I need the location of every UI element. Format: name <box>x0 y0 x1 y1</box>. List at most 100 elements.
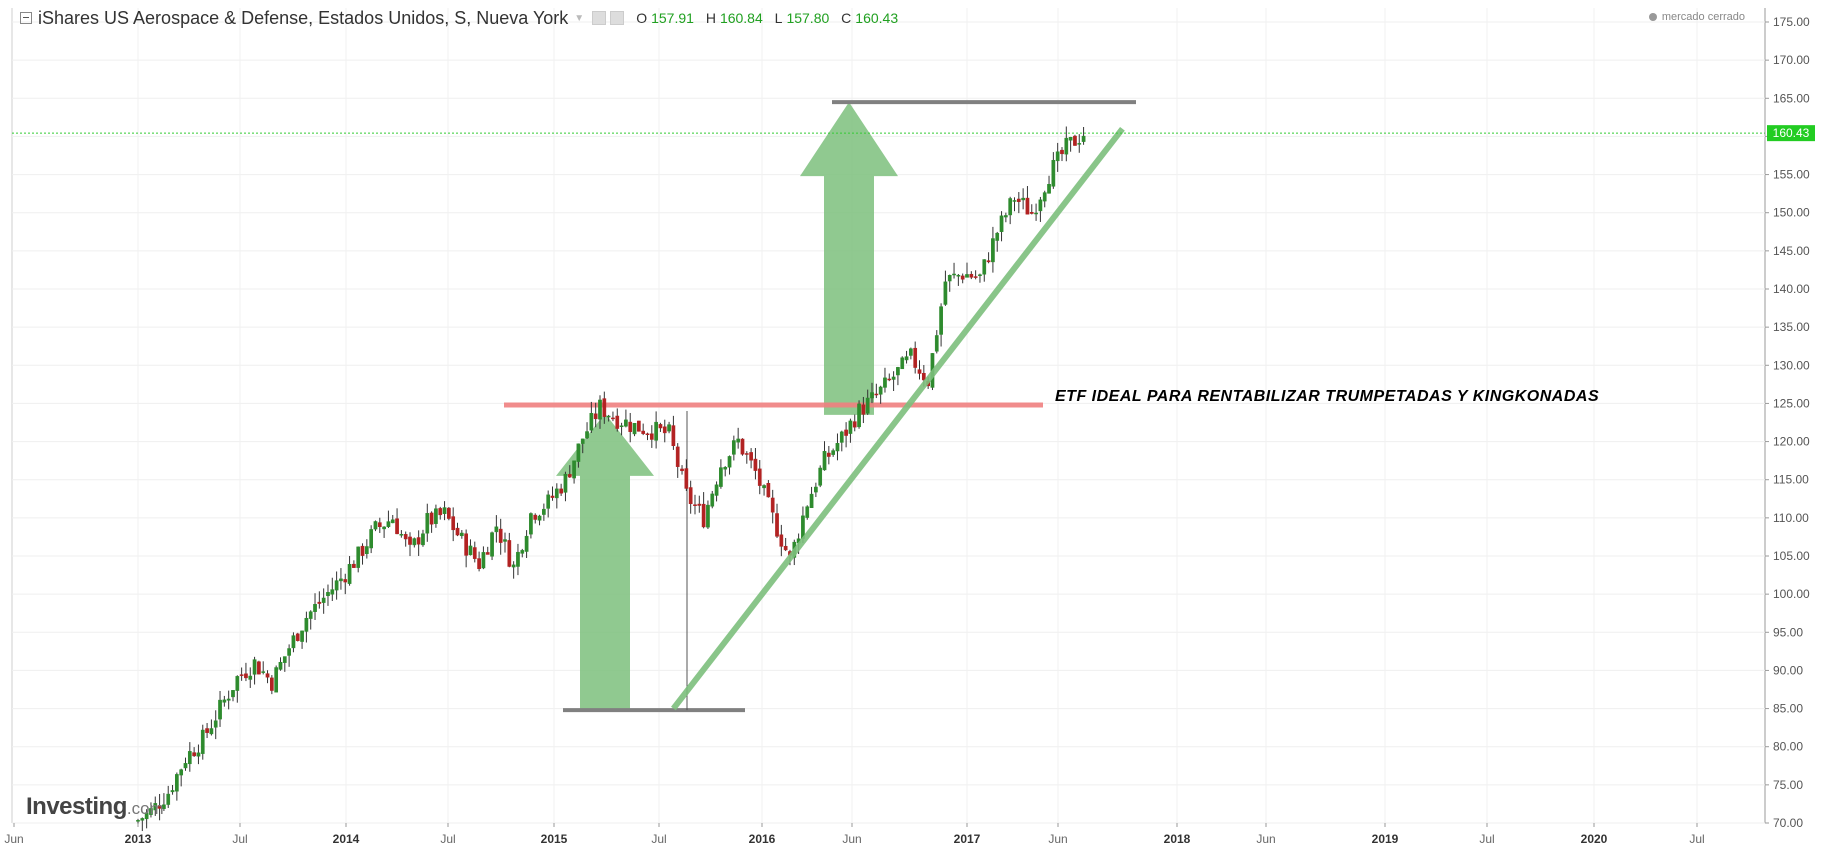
candle-body <box>498 528 503 543</box>
candle-body <box>1081 135 1086 142</box>
candle-body <box>701 503 706 528</box>
ohlc-low-value: 157.80 <box>786 10 830 26</box>
candle-body <box>438 508 443 516</box>
candle-body <box>179 769 184 776</box>
y-tick-label: 105.00 <box>1773 549 1810 563</box>
candle-body <box>658 424 663 429</box>
x-tick-label: 2019 <box>1372 832 1399 846</box>
x-tick-label: 2017 <box>954 832 981 846</box>
candle-body <box>507 540 512 567</box>
candle-body <box>740 438 745 455</box>
candle-body <box>706 504 710 528</box>
candle-body <box>386 521 391 527</box>
candle-body <box>844 429 848 436</box>
up-arrow-right <box>800 102 898 415</box>
ohlc-high-label: H <box>705 10 716 26</box>
candle-body <box>1042 192 1047 202</box>
settings-icon[interactable] <box>592 11 607 25</box>
candle-body <box>274 667 279 693</box>
x-tick-label: 2013 <box>125 832 152 846</box>
candle-body <box>654 421 658 441</box>
candle-body <box>826 452 831 457</box>
close-icon[interactable] <box>610 11 625 25</box>
candle-body <box>282 656 287 663</box>
candle-body <box>1051 159 1056 187</box>
candle-body <box>269 677 274 691</box>
candle-body <box>744 453 749 455</box>
candle-body <box>567 474 572 478</box>
x-tick-label: Jul <box>1479 832 1494 846</box>
ohlc-open-label: O <box>636 10 648 26</box>
candle-body <box>559 488 563 494</box>
candle-body <box>649 433 654 440</box>
candle-body <box>257 661 261 675</box>
candle-body <box>421 533 425 546</box>
candle-body <box>287 648 291 656</box>
candle-body <box>490 532 494 557</box>
y-tick-label: 100.00 <box>1773 587 1810 601</box>
candle-body <box>464 533 468 556</box>
candle-body <box>1064 137 1069 155</box>
candle-body <box>395 518 399 535</box>
x-tick-label: Jul <box>651 832 666 846</box>
candle-body <box>364 546 369 554</box>
candle-body <box>170 790 175 793</box>
collapse-icon[interactable] <box>20 12 32 24</box>
y-tick-label: 125.00 <box>1773 396 1810 410</box>
candle-body <box>213 720 218 728</box>
candle-body <box>200 729 205 754</box>
candle-body <box>757 468 762 486</box>
candle-body <box>222 699 227 703</box>
candle-body <box>662 426 667 434</box>
candle-body <box>611 417 615 420</box>
candle-body <box>697 503 702 506</box>
candle-body <box>291 635 296 649</box>
candle-body <box>356 546 361 568</box>
x-tick-label: 2014 <box>333 832 360 846</box>
candle-body <box>615 415 620 429</box>
candle-body <box>973 276 978 278</box>
candle-body <box>399 534 404 536</box>
candle-body <box>334 580 339 591</box>
candle-body <box>913 347 918 368</box>
candle-body <box>339 578 343 582</box>
candle-body <box>887 378 892 381</box>
candle-body <box>852 421 857 428</box>
x-tick-label: Jul <box>1689 832 1704 846</box>
up-arrow-left <box>556 413 654 711</box>
candle-body <box>516 551 520 567</box>
candle-body <box>878 386 883 395</box>
candle-body <box>300 630 304 642</box>
ohlc-open-value: 157.91 <box>651 10 694 26</box>
x-tick-label: Jun <box>4 832 23 846</box>
y-tick-label: 165.00 <box>1773 91 1810 105</box>
candle-body <box>1008 198 1013 216</box>
candle-body <box>891 376 896 380</box>
candle-body <box>187 751 192 765</box>
candle-body <box>472 547 477 559</box>
candle-body <box>947 275 952 282</box>
candle-body <box>1060 149 1064 155</box>
x-tick-label: 2018 <box>1164 832 1191 846</box>
candle-body <box>606 415 611 418</box>
candle-body <box>1068 137 1073 141</box>
chevron-down-icon[interactable]: ▼ <box>574 12 585 24</box>
candle-body <box>317 601 322 604</box>
candle-body <box>533 514 538 520</box>
candle-body <box>632 423 637 435</box>
candle-body <box>671 425 676 446</box>
candle-body <box>244 673 248 679</box>
x-tick-label: 2016 <box>749 832 776 846</box>
x-tick-label: Jun <box>842 832 861 846</box>
candle-body <box>542 508 546 515</box>
candle-body <box>710 493 715 507</box>
candle-body <box>1025 197 1030 215</box>
x-tick-label: 2020 <box>1581 832 1608 846</box>
candle-body <box>166 793 171 805</box>
candle-body <box>503 539 507 542</box>
y-tick-label: 145.00 <box>1773 244 1810 258</box>
candle-body <box>848 420 853 434</box>
candle-body <box>822 451 827 471</box>
